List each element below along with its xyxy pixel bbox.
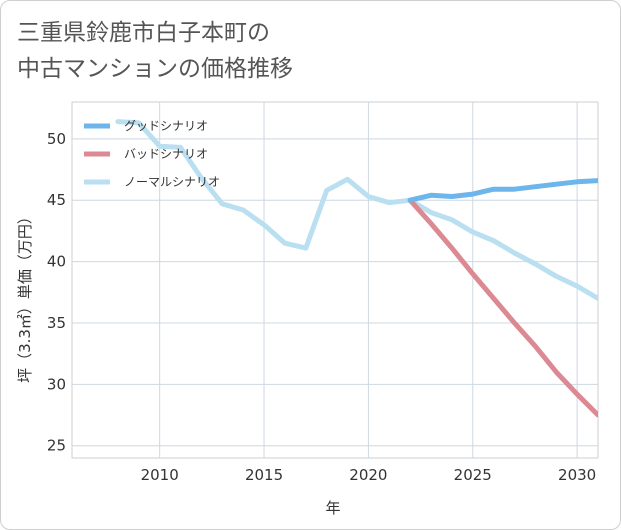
y-tick-label: 35 [47,314,66,332]
x-tick-label: 2020 [349,466,387,484]
legend-bad-label: バッドシナリオ [124,147,208,161]
x-axis-title: 年 [325,499,340,517]
x-tick-label: 2025 [454,466,492,484]
y-tick-label: 30 [47,375,66,393]
series-line-normal [115,119,598,301]
y-tick-label: 50 [47,130,66,148]
plot-area [71,101,599,459]
series-line-bad [407,197,598,418]
y-tick-label: 40 [47,253,66,271]
y-tick-label: 45 [47,191,66,209]
legend-normal-label: ノーマルシナリオ [124,175,220,189]
x-tick-labels: 2010 2015 2020 2025 2030 [141,466,597,484]
chart-title-line-2: 中古マンションの価格推移 [17,56,293,82]
x-tick-label: 2030 [558,466,596,484]
x-tick-label: 2010 [141,466,179,484]
chart-title-line-1: 三重県鈴鹿市白子本町の [17,20,270,46]
chart-title: 三重県鈴鹿市白子本町の 中古マンションの価格推移 [17,15,537,87]
legend-good-label: グッドシナリオ [124,119,208,133]
series-lines [115,119,598,418]
y-tick-labels: 25 30 35 40 45 50 [47,130,66,455]
series-line-good [407,178,598,203]
grid-lines [72,102,598,458]
y-axis-title: 坪（3.3㎡）単価（万円） [16,209,34,383]
x-tick-label: 2015 [245,466,283,484]
y-tick-label: 25 [47,437,66,455]
